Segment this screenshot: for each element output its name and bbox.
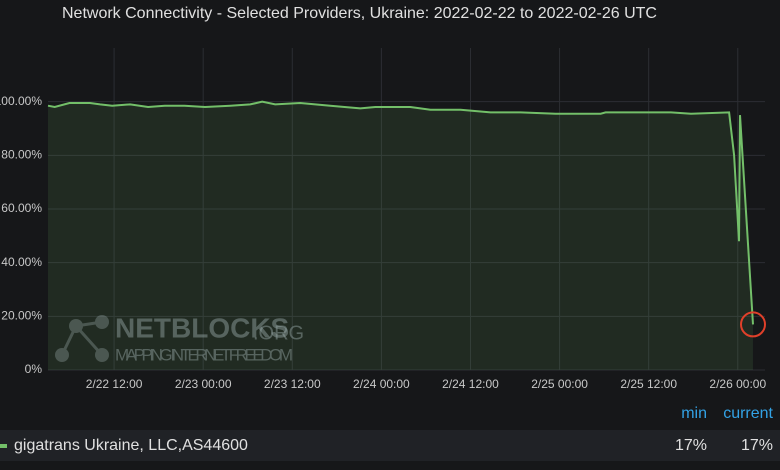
y-tick-label: 80.00% xyxy=(1,148,42,162)
y-tick-label: 60.00% xyxy=(1,201,42,215)
y-tick-label: 100.00% xyxy=(0,94,42,108)
watermark-logo xyxy=(55,315,109,362)
legend-value: 17% xyxy=(675,437,707,454)
y-tick-label: 40.00% xyxy=(1,255,42,269)
legend-header: current xyxy=(723,405,773,422)
highlight-circle xyxy=(739,311,766,338)
x-tick-label: 2/25 12:00 xyxy=(620,377,677,391)
chart-title: Network Connectivity - Selected Provider… xyxy=(62,5,657,22)
x-tick-label: 2/24 00:00 xyxy=(353,377,410,391)
line xyxy=(47,100,754,325)
area xyxy=(48,101,753,370)
y-tick-label: 0% xyxy=(25,362,43,376)
watermark-suffix: .ORG xyxy=(253,322,304,344)
legend-header: min xyxy=(681,405,707,422)
watermark-name: NETBLOCKS xyxy=(115,312,289,343)
legend-swatch xyxy=(0,444,7,448)
x-tick-label: 2/23 12:00 xyxy=(264,377,321,391)
x-tick-label: 2/23 00:00 xyxy=(175,377,232,391)
y-tick-label: 20.00% xyxy=(1,309,42,323)
x-tick-label: 2/22 12:00 xyxy=(86,377,143,391)
x-tick-label: 2/24 12:00 xyxy=(442,377,499,391)
legend-label: gigatrans Ukraine, LLC,AS44600 xyxy=(14,437,248,454)
legend-row xyxy=(0,430,780,461)
legend-value: 17% xyxy=(741,437,773,454)
x-tick-label: 2/26 00:00 xyxy=(709,377,766,391)
x-tick-label: 2/25 00:00 xyxy=(531,377,588,391)
watermark-tagline: MAPPING INTERNET FREEDOM xyxy=(115,345,293,364)
